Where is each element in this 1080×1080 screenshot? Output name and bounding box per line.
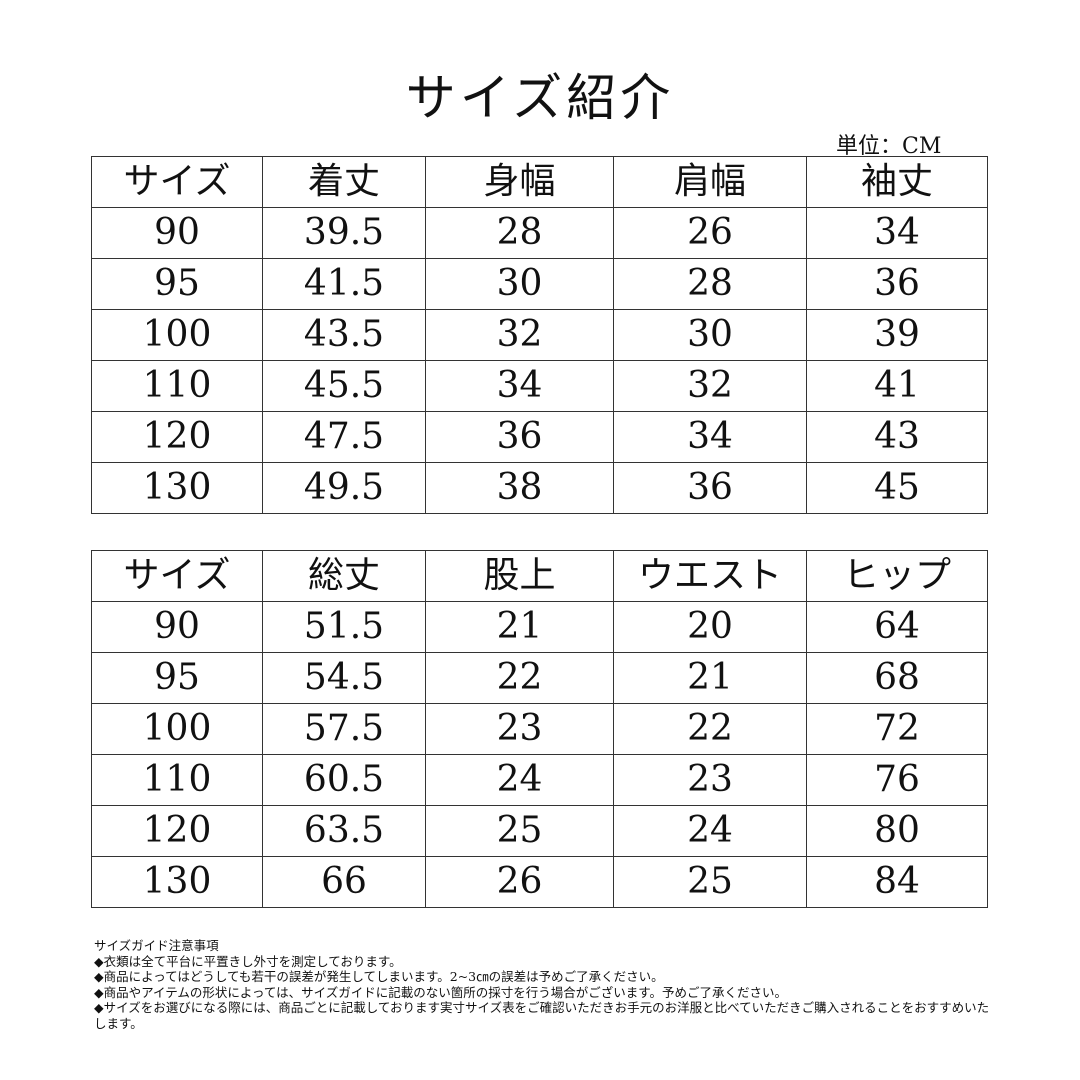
header-cell: 総丈	[262, 550, 426, 602]
table-cell: 39.5	[262, 207, 426, 259]
table-row: 110 60.5 24 23 76	[91, 754, 988, 806]
table-row: 100 57.5 23 22 72	[91, 703, 988, 755]
table-cell: 36	[425, 411, 614, 463]
note-item: ◆商品やアイテムの形状によっては、サイズガイドに記載のない箇所の採寸を行う場合が…	[94, 984, 787, 1000]
table-row: 90 39.5 28 26 34	[91, 207, 988, 259]
table-cell: 66	[262, 856, 426, 908]
table-cell: 30	[425, 258, 614, 310]
table-cell: 43.5	[262, 309, 426, 361]
table-cell: 26	[425, 856, 614, 908]
table-cell: 68	[806, 652, 988, 704]
table-cell: 90	[91, 601, 263, 653]
table-cell: 23	[613, 754, 807, 806]
table-cell: 36	[613, 462, 807, 514]
table-cell: 21	[425, 601, 614, 653]
table-cell: 110	[91, 754, 263, 806]
table-row: 110 45.5 34 32 41	[91, 360, 988, 412]
table-cell: 32	[425, 309, 614, 361]
table-cell: 32	[613, 360, 807, 412]
table-row: 95 54.5 22 21 68	[91, 652, 988, 704]
table-cell: 120	[91, 411, 263, 463]
header-cell: 股上	[425, 550, 614, 602]
table-cell: 34	[425, 360, 614, 412]
table-cell: 25	[425, 805, 614, 857]
table-cell: 26	[613, 207, 807, 259]
table-cell: 21	[613, 652, 807, 704]
table-row: 95 41.5 30 28 36	[91, 258, 988, 310]
table-cell: 30	[613, 309, 807, 361]
note-item: ◆サイズをお選びになる際には、商品ごとに記載しております実寸サイズ表をご確認いた…	[94, 1000, 990, 1031]
table-cell: 45	[806, 462, 988, 514]
table-cell: 90	[91, 207, 263, 259]
table-cell: 38	[425, 462, 614, 514]
table-cell: 60.5	[262, 754, 426, 806]
table-cell: 34	[806, 207, 988, 259]
header-cell: ヒップ	[806, 550, 988, 602]
table-cell: 130	[91, 462, 263, 514]
top-size-table: サイズ 着丈 身幅 肩幅 袖丈 90 39.5 28 26 34 95 41.5 30 28 36 100 43…	[91, 156, 988, 514]
header-row: サイズ 着丈 身幅 肩幅 袖丈	[91, 156, 988, 208]
notes-heading: サイズガイド注意事項	[94, 938, 219, 953]
table-cell: 41	[806, 360, 988, 412]
table-cell: 72	[806, 703, 988, 755]
table-cell: 51.5	[262, 601, 426, 653]
table-row: 120 47.5 36 34 43	[91, 411, 988, 463]
bottom-size-table: サイズ 総丈 股上 ウエスト ヒップ 90 51.5 21 20 64 95 54.5 22 21 68 10…	[91, 550, 988, 908]
table-cell: 120	[91, 805, 263, 857]
note-item: ◆商品によってはどうしても若干の誤差が発生してしまいます。2~3㎝の誤差は予めご…	[94, 969, 664, 984]
table-cell: 28	[613, 258, 807, 310]
table-cell: 22	[425, 652, 614, 704]
table-row: 100 43.5 32 30 39	[91, 309, 988, 361]
header-cell: サイズ	[91, 156, 263, 208]
table-cell: 43	[806, 411, 988, 463]
header-cell: ウエスト	[613, 550, 807, 602]
table-cell: 130	[91, 856, 263, 908]
header-cell: 肩幅	[613, 156, 807, 208]
table-row: 130 66 26 25 84	[91, 856, 988, 908]
table-cell: 49.5	[262, 462, 426, 514]
table-cell: 84	[806, 856, 988, 908]
header-cell: 身幅	[425, 156, 614, 208]
table-row: 120 63.5 25 24 80	[91, 805, 988, 857]
table-cell: 39	[806, 309, 988, 361]
table-cell: 54.5	[262, 652, 426, 704]
table-cell: 63.5	[262, 805, 426, 857]
table-cell: 22	[613, 703, 807, 755]
table-cell: 100	[91, 309, 263, 361]
table-row: 90 51.5 21 20 64	[91, 601, 988, 653]
table-cell: 24	[613, 805, 807, 857]
table-cell: 36	[806, 258, 988, 310]
table-cell: 45.5	[262, 360, 426, 412]
table-cell: 100	[91, 703, 263, 755]
header-cell: 袖丈	[806, 156, 988, 208]
table-cell: 57.5	[262, 703, 426, 755]
header-cell: サイズ	[91, 550, 263, 602]
table-cell: 95	[91, 652, 263, 704]
table-cell: 24	[425, 754, 614, 806]
note-item: ◆衣類は全て平台に平置きし外寸を測定しております。	[94, 953, 402, 969]
table-cell: 23	[425, 703, 614, 755]
header-row: サイズ 総丈 股上 ウエスト ヒップ	[91, 550, 988, 602]
table-cell: 41.5	[262, 258, 426, 310]
table-cell: 64	[806, 601, 988, 653]
table-cell: 28	[425, 207, 614, 259]
page-title: サイズ紹介	[405, 69, 675, 127]
table-row: 130 49.5 38 36 45	[91, 462, 988, 514]
header-cell: 着丈	[262, 156, 426, 208]
table-cell: 34	[613, 411, 807, 463]
table-cell: 95	[91, 258, 263, 310]
table-cell: 25	[613, 856, 807, 908]
table-cell: 20	[613, 601, 807, 653]
size-notes: サイズガイド注意事項 ◆衣類は全て平台に平置きし外寸を測定しております。 ◆商品…	[94, 938, 994, 1031]
table-cell: 47.5	[262, 411, 426, 463]
table-cell: 110	[91, 360, 263, 412]
table-cell: 76	[806, 754, 988, 806]
table-cell: 80	[806, 805, 988, 857]
unit-label: 単位：CM	[836, 134, 942, 159]
